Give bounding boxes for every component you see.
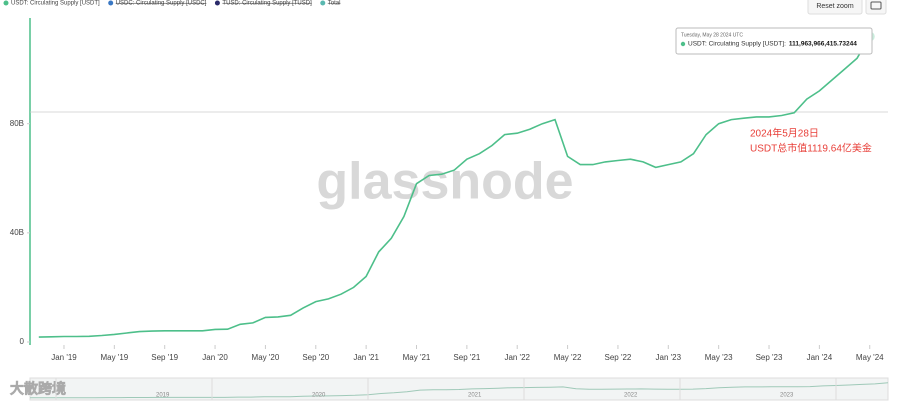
x-tick-label: May '23 — [705, 353, 733, 362]
watermark: glassnode — [316, 153, 573, 211]
navigator-label: 2021 — [468, 393, 482, 399]
tooltip-date: Tuesday, May 28 2024 UTC — [681, 32, 743, 38]
x-tick-label: May '21 — [403, 353, 431, 362]
legend-marker[interactable] — [320, 0, 326, 6]
legend-label[interactable]: TUSD: Circulating Supply [TUSD] — [222, 1, 312, 7]
annotation: 2024年5月28日 — [750, 127, 819, 140]
x-tick-label: Sep '20 — [302, 353, 329, 362]
annotation: USDT总市值1119.64亿美金 — [750, 142, 872, 155]
x-tick-label: Jan '23 — [656, 353, 682, 362]
navigator-label: 2022 — [624, 393, 638, 399]
x-tick-label: Jan '22 — [504, 353, 530, 362]
x-tick-label: Jan '21 — [353, 353, 379, 362]
navigator-label: 2020 — [312, 393, 326, 399]
x-tick-label: May '22 — [554, 353, 582, 362]
x-tick-label: May '19 — [100, 353, 128, 362]
legend-label[interactable]: Total — [328, 1, 341, 7]
corner-watermark: 大散跨境 — [10, 381, 66, 397]
navigator-label: 2023 — [780, 393, 794, 399]
x-tick-label: Sep '21 — [453, 353, 480, 362]
tooltip-box — [675, 27, 873, 55]
x-tick-label: Jan '20 — [202, 353, 228, 362]
y-tick-label: 40B — [10, 228, 24, 237]
y-tick-label: 80B — [10, 119, 24, 128]
tooltip-marker — [680, 41, 686, 47]
x-tick-label: Sep '22 — [604, 353, 631, 362]
reset-zoom-button[interactable] — [807, 0, 863, 15]
x-tick-label: Sep '19 — [151, 353, 178, 362]
x-tick-label: Jan '19 — [51, 353, 77, 362]
tooltip-label: USDT: Circulating Supply [USDT]: — [688, 41, 786, 48]
legend-label[interactable]: USDT: Circulating Supply [USDT] — [11, 1, 100, 7]
legend-marker[interactable] — [214, 0, 220, 6]
tooltip-value: 111,963,966,415.73244 — [789, 41, 857, 48]
navigator-line — [29, 382, 889, 399]
reset-zoom-label[interactable]: Reset zoom — [816, 3, 854, 10]
x-tick-label: Jan '24 — [807, 353, 833, 362]
legend-marker[interactable] — [108, 0, 114, 6]
x-tick-label: May '24 — [856, 353, 884, 362]
camera-icon — [870, 1, 882, 10]
y-tick-label: 0 — [20, 337, 25, 346]
legend-label[interactable]: USDC: Circulating Supply [USDC] — [116, 1, 207, 7]
legend-marker[interactable] — [3, 0, 9, 6]
x-tick-label: Sep '23 — [756, 353, 783, 362]
x-tick-label: May '20 — [252, 353, 280, 362]
series-line — [38, 36, 871, 338]
navigator-label: 2019 — [156, 393, 170, 399]
